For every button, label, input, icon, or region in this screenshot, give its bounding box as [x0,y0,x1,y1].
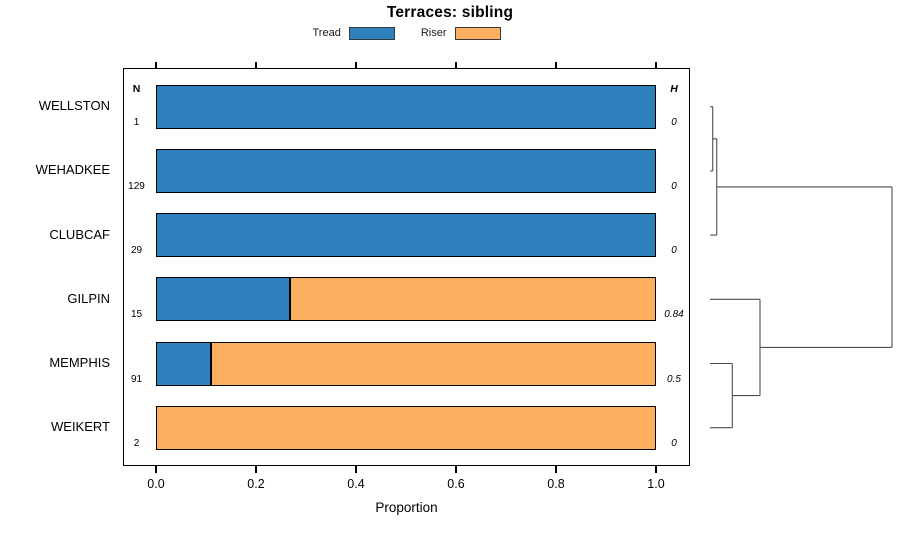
x-tick [555,466,557,473]
x-tick-label: 0.2 [247,477,265,491]
row-label: WELLSTON [38,98,110,114]
x-tick [655,466,657,473]
bar-segment-riser [289,277,656,322]
row-label: WEHADKEE [35,162,110,178]
x-tick-label: 0.0 [147,477,165,491]
n-value: 2 [133,437,140,449]
n-value: 1 [133,116,140,128]
bar-segment-tread [156,84,656,129]
h-value: 0.84 [664,309,684,321]
x-tick-top [355,62,357,68]
n-value: 91 [130,373,143,385]
h-value: 0.5 [667,373,681,385]
x-tick-top [255,62,257,68]
h-value: 0 [671,245,677,257]
x-tick-label: 0.6 [447,477,465,491]
row-label: CLUBCAF [49,226,110,242]
row-label: WEIKERT [51,419,110,435]
x-tick [455,466,457,473]
x-tick-top [155,62,157,68]
bar-segment-riser [156,405,656,450]
legend-label-riser: Riser [420,27,447,39]
n-column-header: N [132,83,141,95]
x-tick-top [655,62,657,68]
x-axis-label: Proportion [375,500,438,515]
x-tick-label: 0.8 [547,477,565,491]
legend-swatch-tread [348,26,395,40]
row-label: GILPIN [67,290,110,306]
x-tick-label: 1.0 [647,477,665,491]
legend-swatch-riser [454,26,501,40]
dendrogram [710,106,893,429]
x-tick [155,466,157,473]
legend-item-tread: Tread [312,26,395,40]
n-value: 29 [130,245,143,257]
legend-label-tread: Tread [312,27,341,39]
bar-segment-riser [211,341,656,386]
bar-segment-tread [156,277,290,322]
x-tick [355,466,357,473]
x-tick-top [455,62,457,68]
figure-title: Terraces: sibling [386,4,514,21]
bar-segment-tread [156,213,656,258]
legend: Tread Riser [123,25,690,41]
h-value: 0 [671,437,677,449]
h-column-header: H [670,83,678,95]
x-tick [255,466,257,473]
row-label: MEMPHIS [49,355,110,370]
bar-segment-tread [156,148,656,193]
plot-box [123,68,690,466]
legend-item-riser: Riser [420,26,501,40]
n-value: 15 [130,309,143,321]
h-value: 0 [671,116,677,128]
n-value: 129 [128,180,145,192]
x-tick-top [555,62,557,68]
x-tick-label: 0.4 [347,477,365,491]
bar-segment-tread [156,341,211,386]
h-value: 0 [671,180,677,192]
